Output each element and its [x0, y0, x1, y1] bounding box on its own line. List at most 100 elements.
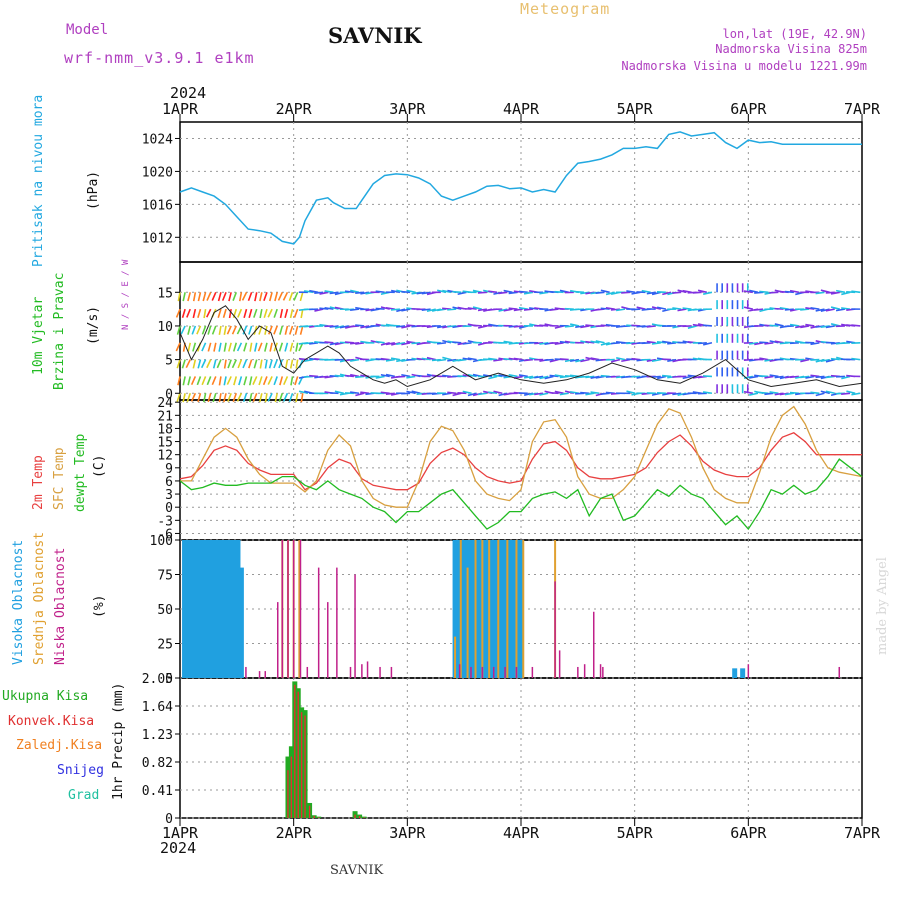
wind-barb	[263, 292, 268, 302]
wind-barb	[289, 359, 294, 369]
wind-barb	[212, 359, 217, 369]
wind-barb	[273, 325, 278, 335]
wind-barb	[288, 292, 294, 302]
wind-barb	[282, 291, 289, 301]
wind-barb	[237, 359, 243, 369]
cloud-bar	[518, 540, 524, 678]
wind-barb	[180, 325, 186, 335]
wind-barb	[805, 375, 815, 379]
wind-barb	[431, 341, 441, 344]
wind-barb	[841, 307, 851, 310]
wind-barb	[442, 289, 452, 294]
wind-barb	[442, 392, 452, 396]
wind-barb	[294, 376, 299, 386]
wind-barb	[513, 357, 523, 361]
wind-barb	[759, 357, 769, 361]
wind-barb	[810, 374, 820, 378]
precip-conv-bar	[308, 805, 311, 818]
wind-barb	[534, 375, 544, 379]
wind-barb	[534, 392, 544, 396]
model-label: Model	[66, 22, 108, 38]
pressure-line	[179, 131, 862, 245]
wind-barb	[238, 376, 243, 386]
wind-barb	[513, 325, 523, 328]
wind-barb	[600, 307, 610, 310]
cloud-bar	[213, 540, 219, 678]
wind-barb	[216, 359, 222, 369]
wind-barb	[575, 325, 585, 329]
wind-barb	[646, 325, 656, 328]
wind-barb	[375, 307, 385, 310]
x-tick-label-top: 1APR	[162, 100, 199, 118]
wind-barb	[743, 358, 753, 361]
wind-barb	[549, 374, 559, 378]
wind-barb	[687, 325, 697, 329]
wind-barb	[191, 325, 197, 335]
cloud-bar	[504, 666, 506, 678]
temp-line-1	[180, 405, 863, 508]
wind-barb	[437, 289, 447, 294]
wind-barb	[646, 358, 656, 362]
wind-barb	[477, 392, 488, 396]
wind-barb	[421, 357, 431, 361]
wind-barb	[467, 374, 477, 378]
wind-barb	[277, 291, 284, 301]
wind-barb	[851, 324, 861, 327]
wind-barb	[554, 341, 564, 346]
wind-barb	[314, 291, 324, 295]
wind-barb	[344, 374, 354, 378]
wind-barb	[268, 359, 273, 369]
y-tick-label: 18	[157, 422, 173, 437]
wind-barb	[523, 291, 534, 295]
wind-barb	[436, 358, 447, 362]
wind-barb	[411, 341, 421, 345]
wind-barb	[539, 392, 549, 396]
wind-barb	[278, 359, 284, 369]
wind-barb	[539, 375, 549, 380]
wind-barb	[289, 342, 294, 352]
wind-barb	[764, 358, 774, 362]
precip-legend-snow: Snijeg	[57, 763, 104, 778]
wind-barb	[743, 390, 754, 395]
wind-barb	[702, 391, 713, 395]
wind-barb	[749, 392, 759, 396]
wind-barb	[349, 308, 360, 312]
y-tick-label: 3	[165, 488, 173, 503]
wind-barb	[436, 325, 447, 329]
wind-ylabel-1: 10m Vjetar	[31, 297, 46, 375]
wind-barb	[759, 375, 769, 378]
wind-barb	[498, 291, 508, 295]
wind-barb	[677, 289, 687, 294]
wind-barb	[192, 359, 197, 369]
wind-barb	[258, 393, 263, 403]
wind-barb	[452, 290, 462, 294]
cloud-bar	[218, 540, 224, 678]
wind-barb	[252, 376, 258, 385]
wind-barb	[544, 375, 554, 380]
wind-barb	[380, 342, 390, 346]
wind-barb	[477, 291, 487, 294]
wind-barb	[385, 341, 395, 346]
wind-barb	[851, 392, 861, 396]
wind-barb	[247, 292, 253, 302]
wind-barb	[249, 342, 253, 352]
wind-barb	[267, 392, 273, 402]
wind-barb	[176, 359, 181, 369]
cloud-bar	[200, 540, 206, 678]
wind-barb	[243, 308, 248, 319]
cloud-bar	[354, 574, 356, 678]
wind-barb	[820, 289, 830, 294]
wind-barb	[605, 306, 615, 310]
wind-barb	[810, 391, 820, 395]
wind-barb	[835, 308, 846, 312]
cloud-units: (%)	[92, 595, 107, 618]
axes-layer: 1012101610201024051015-6-303691215182124…	[142, 100, 881, 842]
wind-barb	[656, 306, 667, 310]
wind-barb	[472, 324, 482, 327]
wind-barb	[355, 324, 365, 327]
precip-ylabel: 1hr Precip (mm)	[111, 683, 126, 800]
y-tick-label: 1.64	[142, 700, 173, 715]
wind-barb	[248, 376, 253, 386]
wind-barb	[590, 391, 600, 395]
wind-barb	[467, 307, 477, 310]
